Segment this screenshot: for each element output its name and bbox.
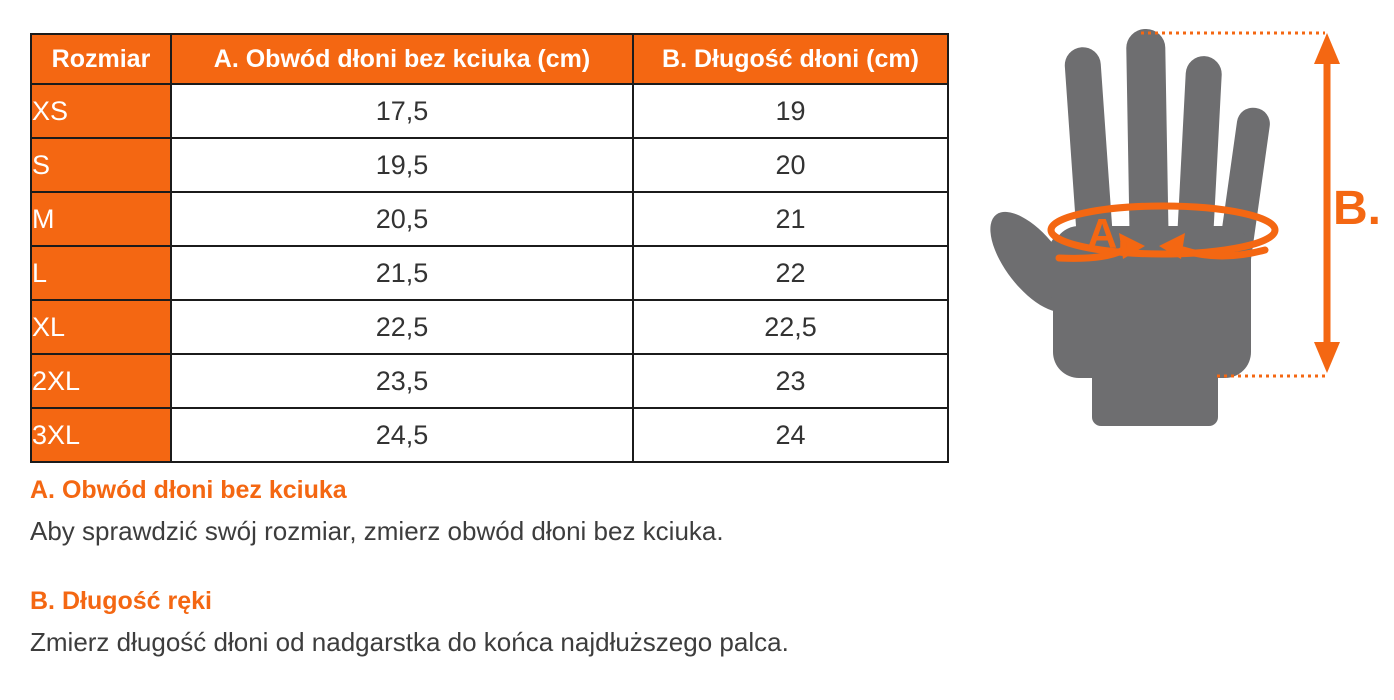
circumference-value: 17,5 — [170, 83, 634, 139]
label-b: B. — [1333, 182, 1381, 235]
circumference-value: 24,5 — [170, 407, 634, 463]
circumference-ellipse — [1047, 202, 1279, 258]
length-value: 23 — [632, 353, 949, 409]
note-a-heading: A. Obwód dłoni bez kciuka — [30, 476, 347, 504]
length-value: 22 — [632, 245, 949, 301]
length-value: 20 — [632, 137, 949, 193]
size-label: XS — [30, 83, 172, 139]
size-label: M — [30, 191, 172, 247]
note-b-heading: B. Długość ręki — [30, 586, 212, 615]
arrowhead-right-icon — [1119, 233, 1145, 259]
table-header-row: Rozmiar A. Obwód dłoni bez kciuka (cm) B… — [30, 33, 949, 85]
measurement-notes: A. Obwód dłoni bez kciuka Aby sprawdzić … — [30, 475, 950, 696]
note-a-body: Aby sprawdzić swój rozmiar, zmierz obwód… — [30, 516, 724, 546]
arrowhead-down-icon — [1314, 342, 1340, 373]
table-row: 3XL 24,5 24 — [30, 407, 949, 463]
arrowhead-left-icon — [1159, 233, 1185, 259]
circumference-value: 19,5 — [170, 137, 634, 193]
circumference-arrow-left — [1055, 246, 1127, 262]
circumference-value: 22,5 — [170, 299, 634, 355]
size-label: 2XL — [30, 353, 172, 409]
hand-silhouette-icon — [990, 28, 1270, 426]
table-row: XS 17,5 19 — [30, 83, 949, 139]
note-b-body: Zmierz długość dłoni od nadgarstka do ko… — [30, 626, 789, 657]
size-label: S — [30, 137, 172, 193]
hand-diagram: A. B. — [990, 28, 1381, 426]
label-a: A. — [1087, 210, 1129, 257]
circumference-value: 21,5 — [170, 245, 634, 301]
size-label: 3XL — [30, 407, 172, 463]
length-value: 21 — [632, 191, 949, 247]
circumference-value: 20,5 — [170, 191, 634, 247]
circumference-value: 23,5 — [170, 353, 634, 409]
table-row: L 21,5 22 — [30, 245, 949, 301]
table-row: S 19,5 20 — [30, 137, 949, 193]
col-header-circumference: A. Obwód dłoni bez kciuka (cm) — [170, 33, 634, 85]
table-row: M 20,5 21 — [30, 191, 949, 247]
arrowhead-up-icon — [1314, 33, 1340, 64]
length-value: 19 — [632, 83, 949, 139]
glove-size-table: Rozmiar A. Obwód dłoni bez kciuka (cm) B… — [30, 33, 949, 463]
circumference-arrow-right — [1179, 246, 1269, 260]
col-header-length: B. Długość dłoni (cm) — [632, 33, 949, 85]
size-label: L — [30, 245, 172, 301]
length-value: 22,5 — [632, 299, 949, 355]
table-row: XL 22,5 22,5 — [30, 299, 949, 355]
col-header-size: Rozmiar — [30, 33, 172, 85]
table-row: 2XL 23,5 23 — [30, 353, 949, 409]
length-value: 24 — [632, 407, 949, 463]
size-label: XL — [30, 299, 172, 355]
